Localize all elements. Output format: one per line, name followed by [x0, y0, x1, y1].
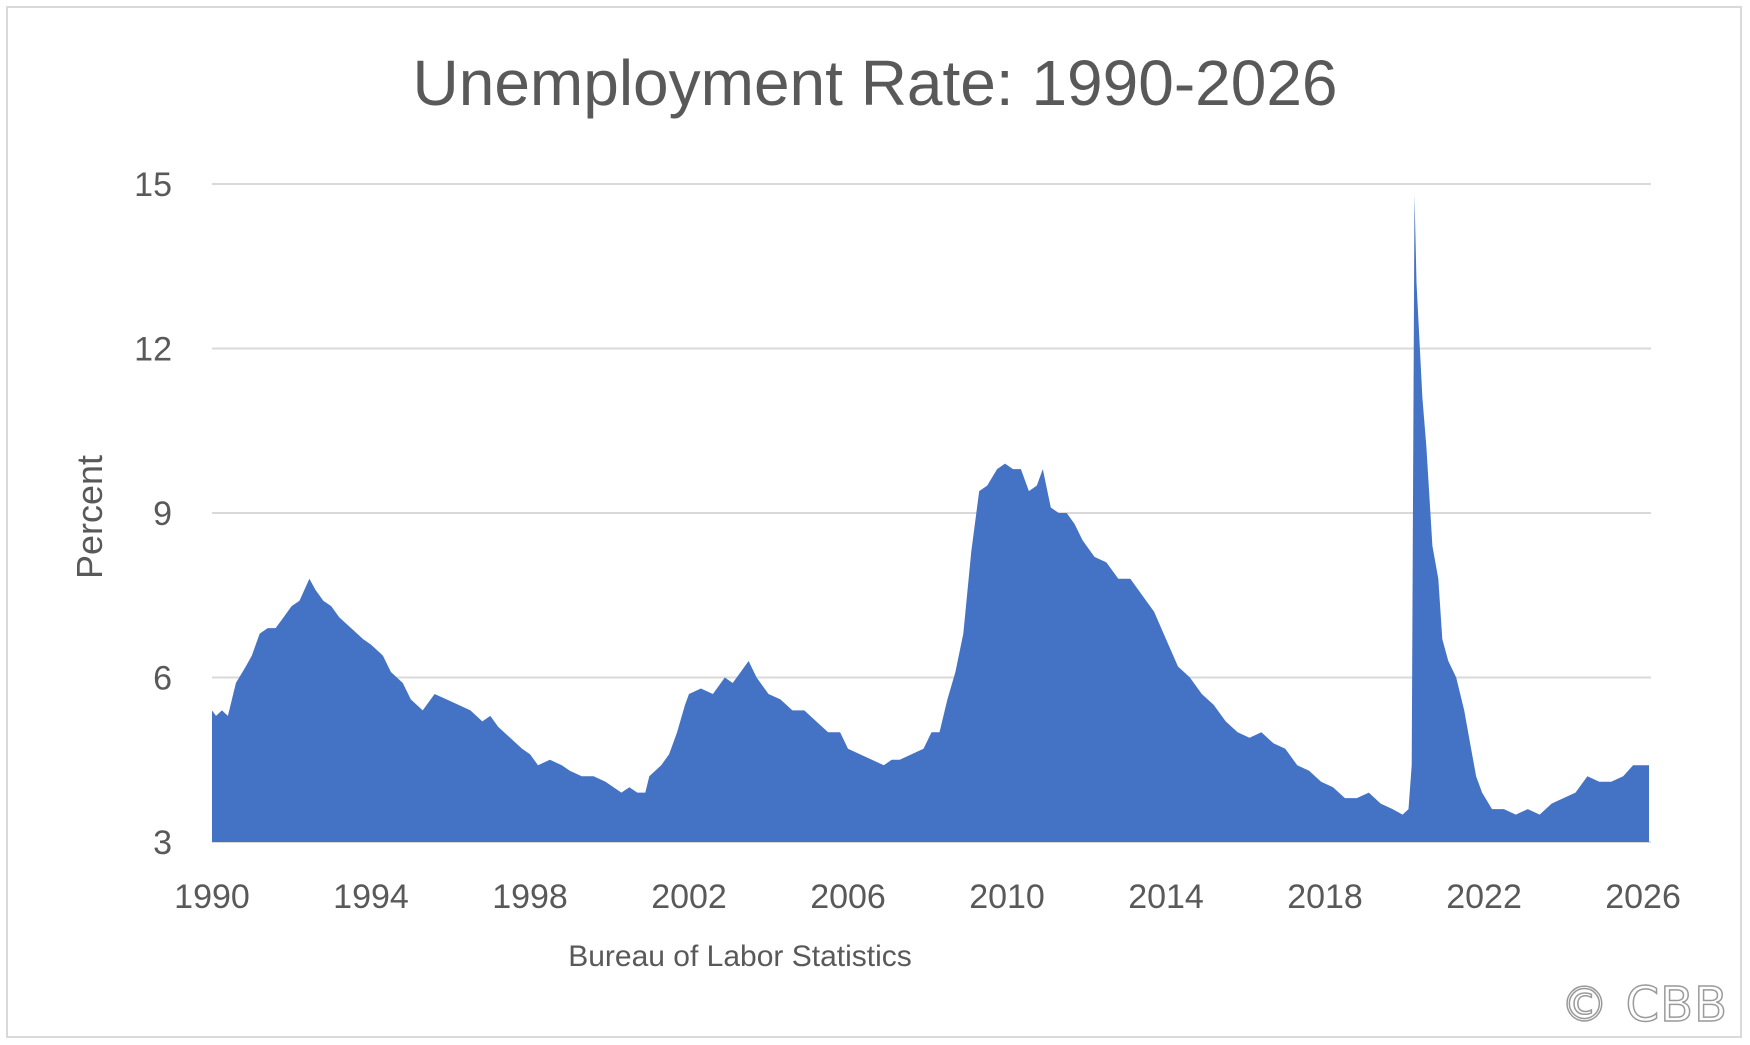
- x-tick-label-2002: 2002: [651, 878, 727, 916]
- watermark: © CBB: [1560, 976, 1728, 1034]
- x-tick-label-2018: 2018: [1287, 878, 1363, 916]
- y-tick-label-9: 9: [153, 495, 172, 533]
- x-axis-label: Bureau of Labor Statistics: [0, 940, 1750, 974]
- y-tick-label-3: 3: [153, 824, 172, 862]
- x-tick-label-2014: 2014: [1128, 878, 1204, 916]
- x-tick-label-2010: 2010: [969, 878, 1045, 916]
- y-tick-labels: 3 6 9 12 15: [134, 166, 172, 862]
- x-tick-labels: 1990 1994 1998 2002 2006 2010 2014 2018 2022 2026: [174, 878, 1681, 916]
- unemployment-area: [212, 195, 1649, 842]
- x-tick-label-2022: 2022: [1446, 878, 1522, 916]
- x-tick-label-1998: 1998: [492, 878, 568, 916]
- x-axis-label-text: Bureau of Labor Statistics: [568, 940, 912, 973]
- x-tick-label-2026: 2026: [1605, 878, 1681, 916]
- y-tick-label-12: 12: [134, 331, 172, 369]
- chart-frame: [6, 6, 1742, 1038]
- x-tick-label-1990: 1990: [174, 878, 250, 916]
- x-tick-label-2006: 2006: [810, 878, 886, 916]
- x-tick-label-1994: 1994: [333, 878, 409, 916]
- chart-title: Unemployment Rate: 1990-2026: [412, 47, 1338, 119]
- y-tick-label-6: 6: [153, 660, 172, 698]
- y-tick-label-15: 15: [134, 166, 172, 204]
